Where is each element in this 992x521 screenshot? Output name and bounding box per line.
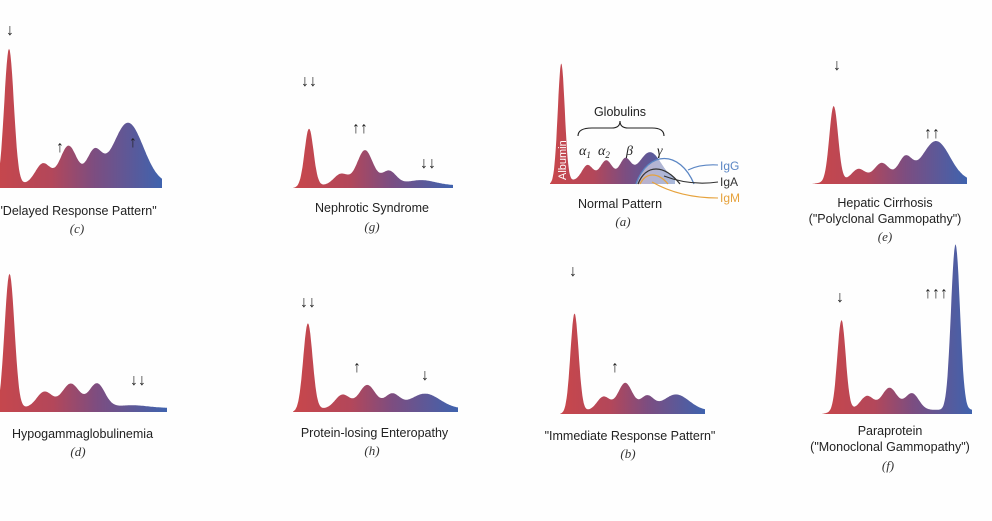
pattern-f-curve [822,244,972,414]
pattern-e-letter: (e) [877,229,893,244]
pattern-h-letter: (h) [364,443,380,458]
pattern-g-letter: (g) [364,219,380,234]
pattern-c-arrow-0: ↓ [6,22,14,39]
alpha2-label: α2 [598,144,610,160]
pattern-g-arrow-1: ↑↑ [352,120,368,137]
globulins-label: Globulins [594,105,646,119]
iga-label: IgA [720,175,738,189]
pattern-b-arrow-1: ↑ [611,359,619,376]
pattern-b-arrow-0: ↓ [569,263,577,280]
iga-curve [637,168,681,185]
albumin-label: Albumin [557,140,569,180]
pattern-g-curve [293,128,453,188]
pattern-h-title: Protein-losing Enteropathy [300,426,449,440]
pattern-d-arrow-0: ↓↓ [130,372,146,389]
pattern-a-title: Normal Pattern [577,197,663,211]
iga-callout [663,175,719,184]
alpha1-label: α1 [579,144,591,160]
pattern-e-subtitle: ("Polyclonal Gammopathy") [808,212,962,226]
pattern-f-subtitle: ("Monoclonal Gammopathy") [810,440,970,454]
pattern-d-curve [0,273,167,412]
pattern-f-arrow-1: ↑↑↑ [924,285,948,302]
pattern-d-letter: (d) [70,444,86,459]
pattern-b-curve [560,313,705,414]
pattern-h-curve [293,323,458,412]
pattern-e-curve [812,106,967,184]
igm-label: IgM [720,191,740,205]
pattern-h-arrow-1: ↑ [353,359,361,376]
pattern-f-letter: (f) [881,458,895,473]
pattern-h-arrow-0: ↓↓ [300,294,316,311]
igm-curve [639,174,669,185]
igg-label: IgG [720,159,739,173]
globulins-bracket [577,120,665,137]
pattern-g-title: Nephrotic Syndrome [315,201,429,215]
pattern-c-letter: (c) [69,221,85,236]
pattern-h-arrow-2: ↓ [421,367,429,384]
pattern-c-arrow-1: ↑ [56,139,64,156]
pattern-d-title: Hypogammaglobulinemia [11,427,154,441]
pattern-c-curve [0,48,162,188]
pattern-g-arrow-2: ↓↓ [420,155,436,172]
pattern-c-arrow-2: ↑ [129,134,137,151]
pattern-b-letter: (b) [620,446,636,461]
pattern-a-letter: (a) [615,214,631,229]
pattern-e-arrow-1: ↑↑ [924,125,940,142]
pattern-b-title: "Immediate Response Pattern" [544,429,716,443]
igm-callout [651,181,719,199]
pattern-e-arrow-0: ↓ [833,57,841,74]
igg-callout [687,164,719,171]
beta-label: β [625,144,633,159]
gamma-label: γ [657,144,663,159]
pattern-e-title: Hepatic Cirrhosis [837,196,933,210]
pattern-g-arrow-0: ↓↓ [301,73,317,90]
pattern-f-title: Paraprotein [857,424,923,438]
pattern-c-title: "Delayed Response Pattern" [0,204,157,218]
pattern-f-arrow-0: ↓ [836,289,844,306]
